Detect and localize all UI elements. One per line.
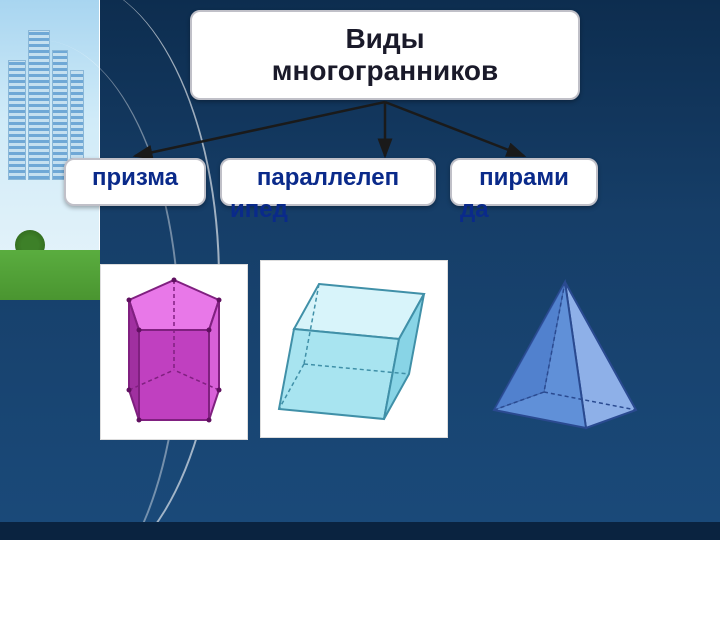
category-label: параллелеп: [257, 166, 399, 190]
pyramid-shape: [476, 270, 654, 438]
category-overflow: ипед: [230, 196, 288, 224]
prism-svg: [109, 272, 239, 432]
parallelepiped-svg: [269, 269, 439, 429]
bottom-band: [0, 522, 720, 540]
title-line2: многогранников: [272, 55, 498, 87]
prism-shape: [100, 264, 248, 440]
category-label: призма: [92, 166, 178, 190]
category-overflow: да: [460, 196, 489, 224]
parallelepiped-shape: [260, 260, 448, 438]
pyramid-svg: [476, 270, 654, 438]
category-label: пирами: [479, 166, 569, 190]
category-box-prism: призма: [64, 158, 206, 206]
title-line1: Виды: [345, 23, 424, 55]
main-title-box: Виды многогранников: [190, 10, 580, 100]
